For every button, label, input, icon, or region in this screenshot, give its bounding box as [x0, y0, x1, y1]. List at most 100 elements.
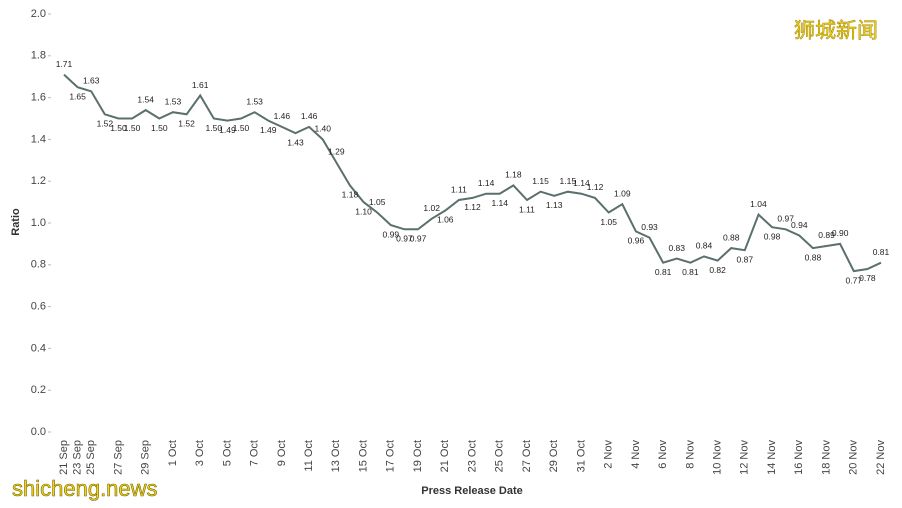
- data-label: 0.89: [818, 230, 835, 240]
- data-label: 0.96: [628, 236, 645, 246]
- x-tick-label: 20 Nov: [848, 440, 860, 475]
- x-tick-label: 14 Nov: [766, 440, 778, 475]
- data-label: 1.18: [342, 190, 359, 200]
- y-tick-label: 1.8: [31, 50, 46, 62]
- data-label: 1.40: [314, 124, 331, 134]
- data-label: 1.54: [137, 94, 154, 104]
- data-label: 1.15: [532, 176, 549, 186]
- data-label: 0.82: [709, 265, 726, 275]
- data-label: 1.11: [519, 204, 535, 214]
- watermark: shicheng.news: [12, 476, 158, 501]
- x-tick-label: 21 Oct: [439, 440, 451, 472]
- x-tick-label: 15 Oct: [357, 440, 369, 472]
- data-label: 1.05: [600, 217, 617, 227]
- x-tick-label: 31 Oct: [575, 440, 587, 472]
- data-label: 1.52: [178, 119, 195, 129]
- y-tick-label: 0.6: [31, 301, 46, 313]
- x-tick-label: 17 Oct: [385, 440, 397, 472]
- data-label: 1.02: [423, 203, 440, 213]
- data-label: 1.63: [83, 76, 100, 86]
- data-label: 0.87: [737, 254, 754, 264]
- data-label: 1.49: [260, 125, 277, 135]
- x-tick-label: 23 Sep: [72, 440, 84, 475]
- watermark: 狮城新闻: [794, 20, 878, 43]
- data-label: 1.15: [560, 176, 577, 186]
- x-tick-label: 2 Nov: [603, 440, 615, 469]
- data-label: 1.29: [328, 147, 345, 157]
- data-label: 1.05: [369, 197, 386, 207]
- data-label: 1.50: [206, 123, 223, 133]
- x-tick-label: 27 Sep: [112, 440, 124, 475]
- x-tick-label: 19 Oct: [412, 440, 424, 472]
- data-label: 1.10: [355, 206, 372, 216]
- x-tick-label: 11 Oct: [303, 440, 315, 472]
- data-label: 0.83: [668, 243, 685, 253]
- data-label: 1.50: [124, 123, 141, 133]
- data-label: 1.49: [219, 125, 236, 135]
- x-tick-label: 25 Sep: [85, 440, 97, 475]
- data-label: 1.13: [546, 200, 563, 210]
- x-tick-label: 1 Oct: [167, 440, 179, 466]
- data-label: 0.77: [845, 275, 862, 285]
- data-label: 1.71: [56, 59, 73, 69]
- y-tick-label: 0.4: [31, 342, 46, 354]
- line: [63, 73, 882, 273]
- x-tick-label: 22 Nov: [875, 440, 887, 475]
- data-label: 1.18: [505, 170, 522, 180]
- data-label: 0.97: [777, 214, 794, 224]
- data-label: 0.84: [696, 241, 713, 251]
- x-tick-label: 16 Nov: [793, 440, 805, 475]
- data-label: 1.04: [750, 199, 767, 209]
- data-label: 0.98: [764, 231, 781, 241]
- data-label: 1.50: [110, 123, 127, 133]
- data-label: 1.14: [491, 198, 508, 208]
- x-tick-label: 3 Oct: [194, 440, 206, 466]
- x-tick-label: 29 Oct: [548, 440, 560, 472]
- data-label: 1.53: [246, 96, 263, 106]
- data-label: 0.81: [655, 267, 672, 277]
- data-label: 1.50: [151, 123, 168, 133]
- x-tick-label: 5 Oct: [221, 440, 233, 466]
- data-label: 1.11: [451, 184, 467, 194]
- data-label: 0.81: [682, 267, 699, 277]
- y-tick-label: 1.4: [31, 133, 46, 145]
- y-tick-label: 1.2: [31, 175, 46, 187]
- x-axis-title: Press Release Date: [421, 485, 523, 497]
- y-tick-label: 0.8: [31, 259, 46, 271]
- y-tick-label: 2.0: [31, 8, 46, 20]
- data-label: 0.88: [805, 252, 822, 262]
- data-label: 1.53: [165, 96, 182, 106]
- x-tick-label: 18 Nov: [820, 440, 832, 475]
- data-label: 0.93: [641, 222, 658, 232]
- data-label: 1.14: [478, 178, 495, 188]
- x-tick-label: 9 Oct: [276, 440, 288, 466]
- data-label: 0.97: [410, 234, 427, 244]
- y-tick-label: 1.6: [31, 92, 46, 104]
- x-tick-label: 7 Oct: [249, 440, 261, 466]
- data-label: 1.50: [233, 123, 250, 133]
- y-tick-label: 0.2: [31, 384, 46, 396]
- x-tick-label: 12 Nov: [739, 440, 751, 475]
- data-label: 0.88: [723, 232, 740, 242]
- data-label: 1.61: [192, 80, 209, 90]
- y-tick-label: 0.0: [31, 426, 46, 438]
- x-tick-label: 25 Oct: [494, 440, 506, 472]
- data-label: 0.99: [383, 229, 400, 239]
- data-label: 1.14: [573, 178, 590, 188]
- data-label: 0.81: [873, 247, 890, 257]
- y-tick-label: 1.0: [31, 217, 46, 229]
- x-tick-label: 4 Nov: [630, 440, 642, 469]
- x-tick-label: 21 Sep: [58, 440, 70, 475]
- data-label: 1.46: [301, 111, 318, 121]
- data-label: 1.12: [587, 182, 604, 192]
- x-tick-label: 23 Oct: [466, 440, 478, 472]
- x-tick-label: 10 Nov: [712, 440, 724, 475]
- data-label: 1.52: [97, 119, 114, 129]
- x-tick-label: 8 Nov: [684, 440, 696, 469]
- data-label: 1.06: [437, 215, 454, 225]
- data-label: 1.09: [614, 188, 631, 198]
- data-label: 1.65: [69, 91, 86, 101]
- data-label: 0.78: [859, 273, 876, 283]
- data-label: 0.90: [832, 228, 849, 238]
